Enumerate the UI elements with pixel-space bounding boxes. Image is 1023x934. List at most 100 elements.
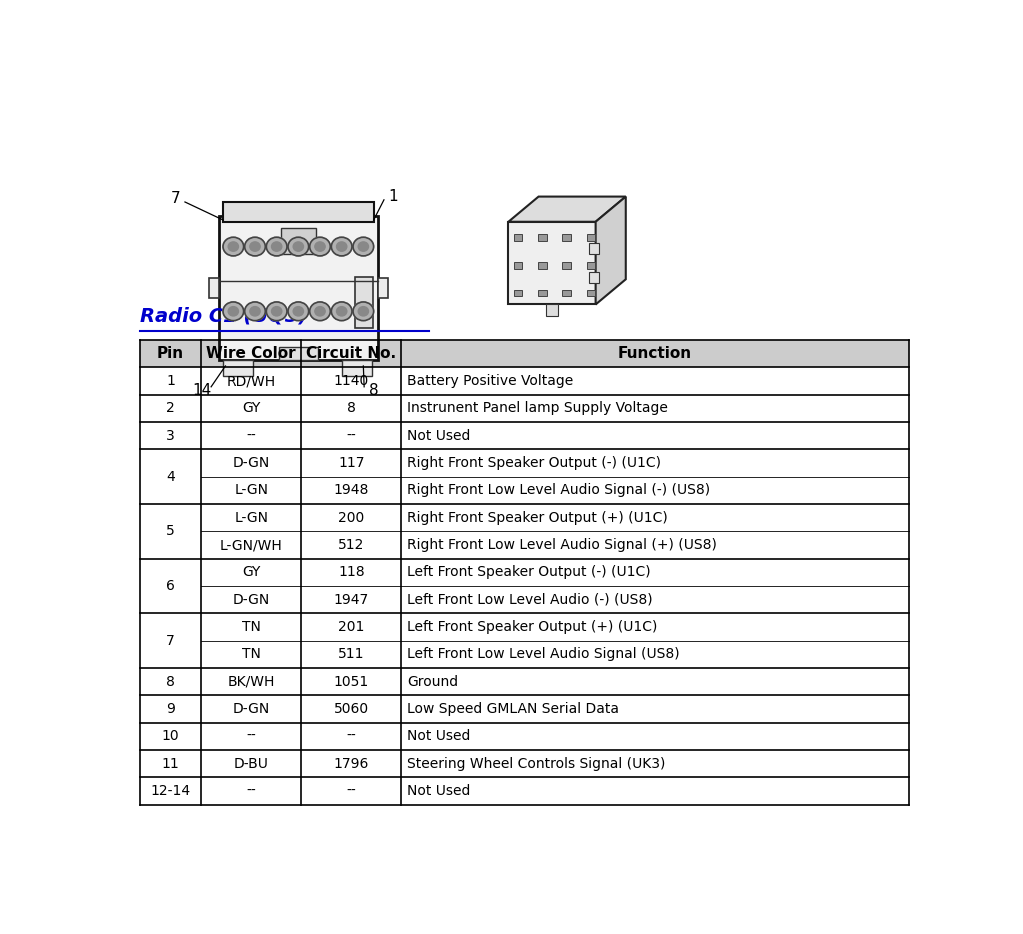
- Circle shape: [250, 242, 260, 251]
- Text: 4: 4: [166, 470, 175, 484]
- Text: Right Front Low Level Audio Signal (-) (US8): Right Front Low Level Audio Signal (-) (…: [407, 484, 710, 498]
- Text: 1947: 1947: [333, 593, 369, 607]
- Circle shape: [358, 306, 368, 316]
- Text: Left Front Low Level Audio (-) (US8): Left Front Low Level Audio (-) (US8): [407, 593, 653, 607]
- Bar: [219, 217, 377, 361]
- Bar: [586, 262, 595, 269]
- Polygon shape: [508, 196, 626, 221]
- Text: Ground: Ground: [407, 674, 458, 688]
- Text: 1: 1: [389, 189, 398, 204]
- Text: 117: 117: [338, 456, 364, 470]
- Circle shape: [353, 302, 373, 320]
- Text: L-GN: L-GN: [234, 511, 268, 525]
- Text: 7: 7: [171, 191, 180, 205]
- Text: Pin: Pin: [157, 347, 184, 361]
- Text: Steering Wheel Controls Signal (UK3): Steering Wheel Controls Signal (UK3): [407, 757, 665, 771]
- Text: D-GN: D-GN: [232, 702, 270, 716]
- Bar: [514, 290, 523, 296]
- Text: TN: TN: [241, 620, 261, 634]
- Text: 12-14: 12-14: [150, 784, 190, 798]
- Text: Instrunent Panel lamp Supply Voltage: Instrunent Panel lamp Supply Voltage: [407, 402, 668, 416]
- Text: 8: 8: [166, 674, 175, 688]
- Bar: [586, 234, 595, 241]
- Text: 3: 3: [166, 429, 175, 443]
- Bar: [563, 234, 571, 241]
- Bar: [514, 262, 523, 269]
- Text: 5060: 5060: [333, 702, 369, 716]
- Bar: [538, 262, 546, 269]
- Circle shape: [244, 302, 265, 320]
- Text: 6: 6: [166, 579, 175, 593]
- Bar: [538, 234, 546, 241]
- Text: --: --: [347, 784, 356, 798]
- Text: Not Used: Not Used: [407, 429, 471, 443]
- Text: Right Front Speaker Output (+) (U1C): Right Front Speaker Output (+) (U1C): [407, 511, 668, 525]
- Text: 8: 8: [369, 383, 379, 398]
- Circle shape: [271, 242, 281, 251]
- Bar: [589, 272, 598, 283]
- Circle shape: [331, 302, 352, 320]
- Bar: [342, 361, 372, 376]
- Circle shape: [337, 306, 347, 316]
- Circle shape: [310, 237, 330, 256]
- Text: 14: 14: [192, 383, 211, 398]
- Circle shape: [331, 237, 352, 256]
- Text: 11: 11: [162, 757, 179, 771]
- Text: 1: 1: [166, 374, 175, 388]
- Text: 200: 200: [339, 511, 364, 525]
- Bar: [209, 278, 219, 298]
- Bar: [589, 243, 598, 254]
- Bar: [281, 228, 316, 254]
- Text: BK/WH: BK/WH: [227, 674, 275, 688]
- Text: 512: 512: [338, 538, 364, 552]
- Text: --: --: [247, 784, 256, 798]
- Text: D-BU: D-BU: [234, 757, 269, 771]
- Bar: [514, 234, 523, 241]
- Text: --: --: [347, 429, 356, 443]
- Circle shape: [244, 237, 265, 256]
- Text: 118: 118: [338, 565, 364, 579]
- Text: RD/WH: RD/WH: [227, 374, 276, 388]
- Circle shape: [294, 306, 304, 316]
- Text: 1051: 1051: [333, 674, 369, 688]
- Text: 7: 7: [166, 633, 175, 647]
- Bar: [278, 347, 318, 361]
- Text: Right Front Low Level Audio Signal (+) (US8): Right Front Low Level Audio Signal (+) (…: [407, 538, 717, 552]
- Text: --: --: [247, 729, 256, 743]
- Text: GY: GY: [242, 402, 261, 416]
- Text: Radio C1 (UQ3): Radio C1 (UQ3): [140, 306, 307, 326]
- Circle shape: [223, 237, 243, 256]
- Circle shape: [250, 306, 260, 316]
- Circle shape: [353, 237, 373, 256]
- Text: 511: 511: [338, 647, 364, 661]
- Bar: [563, 262, 571, 269]
- Text: L-GN: L-GN: [234, 484, 268, 498]
- Circle shape: [288, 237, 309, 256]
- Circle shape: [228, 306, 238, 316]
- Text: 2: 2: [166, 402, 175, 416]
- Circle shape: [266, 237, 287, 256]
- Circle shape: [228, 242, 238, 251]
- Circle shape: [315, 306, 325, 316]
- Text: --: --: [347, 729, 356, 743]
- Text: Circuit No.: Circuit No.: [306, 347, 396, 361]
- Text: Not Used: Not Used: [407, 784, 471, 798]
- Text: 1796: 1796: [333, 757, 369, 771]
- Text: Function: Function: [618, 347, 693, 361]
- Text: 201: 201: [338, 620, 364, 634]
- Bar: [563, 290, 571, 296]
- Bar: [508, 221, 595, 304]
- Circle shape: [315, 242, 325, 251]
- Circle shape: [288, 302, 309, 320]
- Circle shape: [223, 302, 243, 320]
- Text: D-GN: D-GN: [232, 456, 270, 470]
- Circle shape: [266, 302, 287, 320]
- Bar: [377, 278, 388, 298]
- Polygon shape: [595, 196, 626, 304]
- Bar: [140, 340, 908, 367]
- Text: Battery Positive Voltage: Battery Positive Voltage: [407, 374, 573, 388]
- Text: L-GN/WH: L-GN/WH: [220, 538, 282, 552]
- Text: 1140: 1140: [333, 374, 369, 388]
- Circle shape: [358, 242, 368, 251]
- Circle shape: [294, 242, 304, 251]
